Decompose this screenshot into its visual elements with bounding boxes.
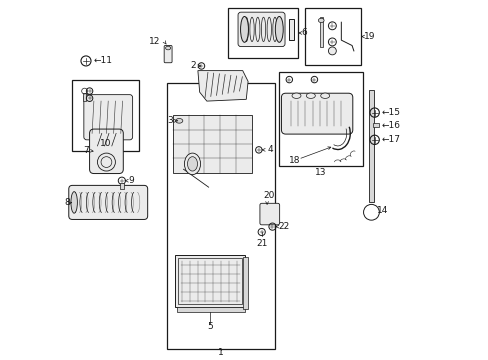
Ellipse shape: [240, 17, 248, 42]
Bar: [289, 19, 293, 40]
Bar: [120, 183, 123, 189]
Ellipse shape: [291, 93, 301, 98]
Text: 2: 2: [190, 62, 196, 71]
Text: ←11: ←11: [93, 57, 112, 66]
Bar: [83, 93, 86, 101]
Text: 1: 1: [218, 348, 224, 357]
Bar: [175, 255, 244, 307]
FancyBboxPatch shape: [260, 203, 279, 225]
FancyBboxPatch shape: [83, 95, 132, 140]
Bar: [178, 258, 242, 305]
FancyBboxPatch shape: [69, 185, 147, 220]
Text: 8: 8: [65, 198, 70, 207]
Polygon shape: [198, 71, 247, 101]
Bar: [319, 17, 322, 47]
Text: 9: 9: [128, 176, 133, 185]
Text: 3: 3: [167, 116, 172, 125]
Text: 7: 7: [82, 146, 88, 155]
Text: 4: 4: [267, 145, 273, 154]
Bar: [278, 72, 362, 166]
Ellipse shape: [165, 46, 170, 50]
Bar: [243, 257, 247, 309]
Bar: [305, 8, 360, 65]
Ellipse shape: [175, 118, 183, 123]
FancyBboxPatch shape: [238, 12, 285, 46]
Bar: [368, 90, 373, 202]
Text: 13: 13: [314, 168, 326, 177]
Ellipse shape: [328, 47, 336, 55]
Text: 10: 10: [100, 139, 111, 148]
Bar: [72, 80, 139, 151]
Text: 22: 22: [278, 222, 289, 231]
Ellipse shape: [173, 117, 184, 125]
Ellipse shape: [187, 157, 197, 171]
FancyBboxPatch shape: [89, 129, 123, 174]
Text: 19: 19: [363, 32, 374, 41]
Text: 6: 6: [301, 28, 306, 37]
Ellipse shape: [184, 153, 200, 175]
FancyBboxPatch shape: [281, 93, 352, 134]
Text: 20: 20: [263, 191, 274, 200]
Text: ←17: ←17: [381, 135, 400, 144]
Text: 5: 5: [207, 322, 213, 331]
Ellipse shape: [318, 18, 324, 23]
Ellipse shape: [306, 93, 315, 98]
Bar: [372, 123, 379, 127]
Text: 21: 21: [256, 239, 267, 248]
Bar: [228, 8, 298, 58]
Text: ←16: ←16: [381, 121, 400, 130]
Text: 12: 12: [148, 37, 160, 46]
Ellipse shape: [320, 93, 329, 98]
Ellipse shape: [275, 17, 283, 42]
Ellipse shape: [71, 192, 77, 213]
Bar: [172, 116, 251, 173]
FancyBboxPatch shape: [164, 45, 172, 63]
Text: 14: 14: [376, 206, 388, 215]
Bar: [167, 83, 274, 348]
Bar: [177, 307, 244, 312]
Text: ←15: ←15: [381, 108, 400, 117]
Text: 18: 18: [289, 156, 300, 165]
